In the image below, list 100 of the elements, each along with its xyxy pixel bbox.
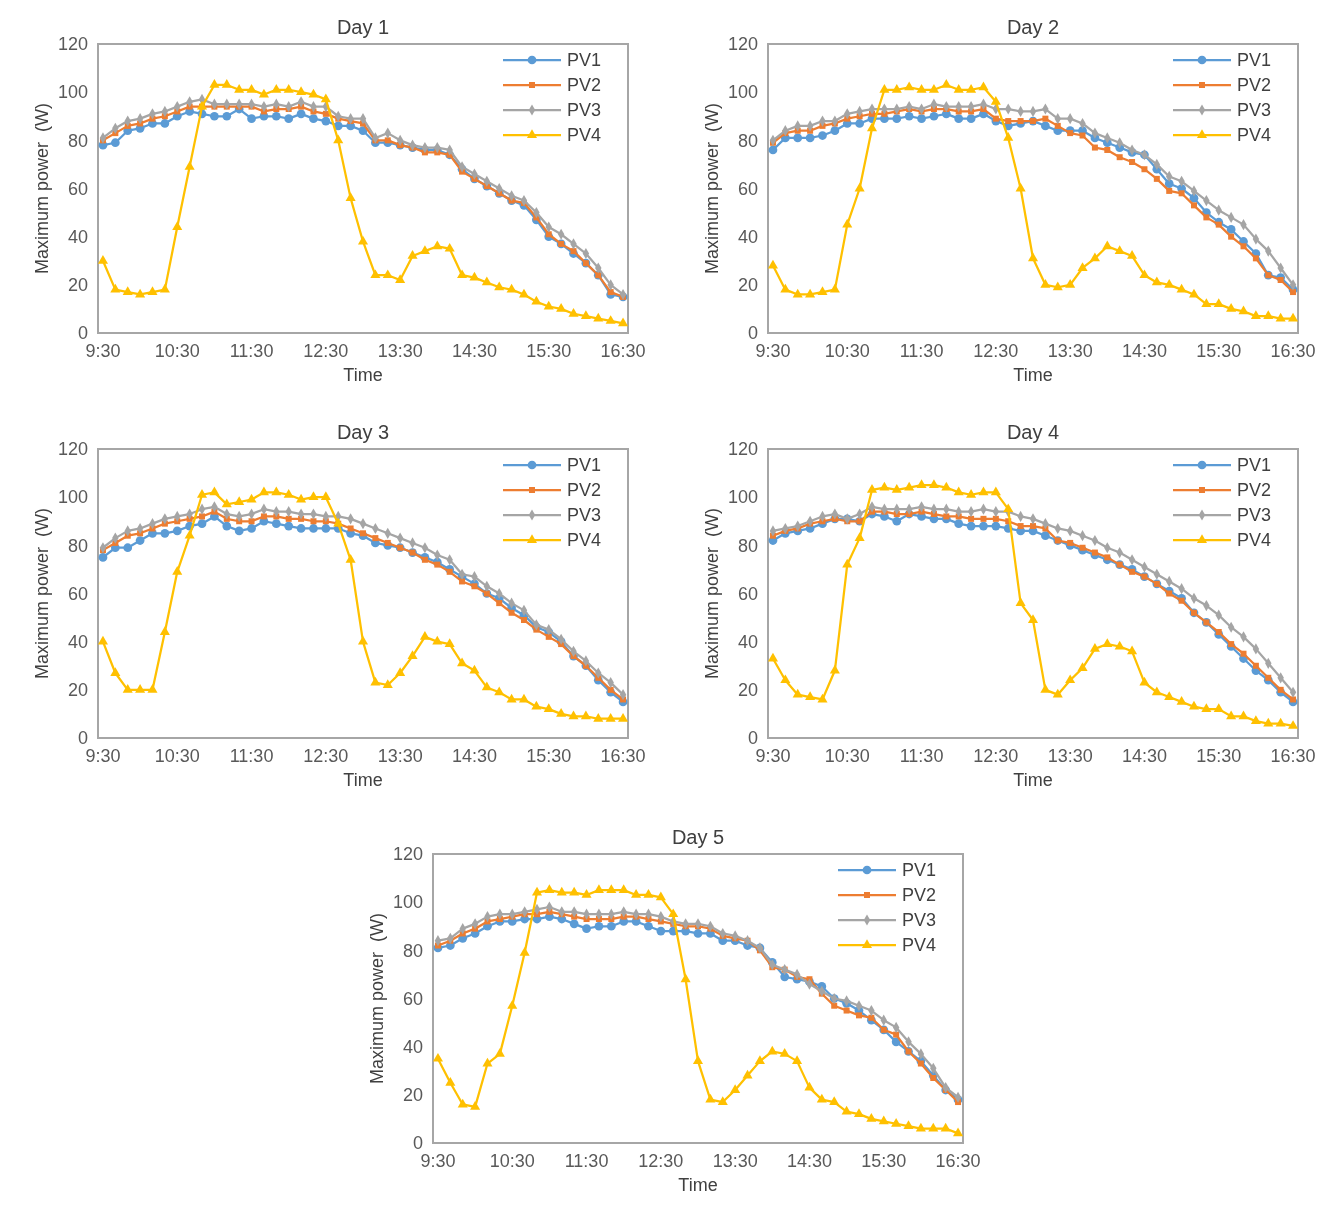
x-tick-label: 14:30 [786, 1151, 832, 1171]
x-tick-label: 10:30 [489, 1151, 535, 1171]
x-tick-label: 14:30 [1121, 746, 1167, 766]
x-tick-label: 12:30 [303, 746, 349, 766]
legend-label: PV3 [1237, 505, 1272, 526]
legend-label: PV4 [902, 935, 937, 956]
y-tick-label: 60 [737, 583, 758, 604]
x-tick-label: 14:30 [1121, 341, 1167, 361]
y-tick-label: 20 [67, 680, 88, 701]
x-tick-label: 11:30 [564, 1151, 609, 1171]
legend-label: PV1 [567, 50, 602, 71]
x-tick-label: 9:30 [85, 746, 121, 766]
y-tick-label: 100 [727, 487, 758, 508]
y-tick-label: 60 [737, 178, 758, 199]
x-axis-title: Time [1013, 365, 1053, 385]
x-tick-label: 16:30 [600, 746, 646, 766]
x-tick-label: 12:30 [973, 746, 1019, 766]
y-axis-title: Maximum power (W) [32, 507, 52, 680]
x-tick-label: 14:30 [451, 746, 497, 766]
y-tick-label: 0 [747, 728, 758, 749]
legend-label: PV3 [902, 910, 937, 931]
y-tick-label: 120 [727, 439, 758, 460]
y-tick-label: 100 [727, 82, 758, 103]
y-tick-label: 80 [737, 130, 758, 151]
legend-label: PV2 [1237, 480, 1272, 501]
legend-label: PV1 [1237, 50, 1272, 71]
y-tick-label: 80 [67, 130, 88, 151]
x-axis-title: Time [678, 1175, 718, 1195]
y-tick-label: 40 [737, 226, 758, 247]
y-tick-label: 40 [402, 1036, 423, 1057]
legend-label: PV1 [567, 455, 602, 476]
x-tick-label: 13:30 [1047, 341, 1093, 361]
y-tick-label: 40 [67, 631, 88, 652]
x-axis-title: Time [343, 770, 383, 790]
x-axis-title: Time [1013, 770, 1053, 790]
y-tick-label: 60 [402, 988, 423, 1009]
y-tick-label: 0 [412, 1133, 423, 1154]
y-tick-label: 20 [402, 1085, 423, 1106]
x-tick-label: 13:30 [377, 341, 423, 361]
legend-label: PV1 [1237, 455, 1272, 476]
y-tick-label: 20 [67, 275, 88, 296]
legend-label: PV1 [902, 860, 937, 881]
chart-title: Day 4 [1006, 421, 1060, 443]
y-tick-label: 20 [737, 275, 758, 296]
x-axis-title: Time [343, 365, 383, 385]
x-tick-label: 15:30 [1196, 746, 1242, 766]
legend-label: PV4 [1237, 125, 1272, 146]
y-tick-label: 20 [737, 680, 758, 701]
legend-label: PV4 [567, 125, 602, 146]
legend-label: PV2 [567, 480, 602, 501]
y-tick-label: 60 [67, 178, 88, 199]
x-tick-label: 9:30 [755, 746, 791, 766]
x-tick-label: 16:30 [1270, 341, 1316, 361]
legend-label: PV2 [1237, 75, 1272, 96]
x-tick-label: 15:30 [526, 746, 572, 766]
x-tick-label: 12:30 [973, 341, 1019, 361]
y-tick-label: 0 [77, 323, 88, 344]
chart-title: Day 2 [1006, 16, 1060, 38]
y-tick-label: 0 [747, 323, 758, 344]
chart-title: Day 1 [336, 16, 390, 38]
y-tick-label: 100 [57, 487, 88, 508]
y-tick-label: 0 [77, 728, 88, 749]
x-tick-label: 11:30 [899, 746, 944, 766]
legend-label: PV4 [567, 530, 602, 551]
x-tick-label: 16:30 [935, 1151, 981, 1171]
x-tick-label: 14:30 [451, 341, 497, 361]
x-tick-label: 9:30 [755, 341, 791, 361]
y-axis-title: Maximum power (W) [32, 102, 52, 275]
x-tick-label: 10:30 [824, 341, 870, 361]
x-tick-label: 13:30 [377, 746, 423, 766]
legend-label: PV3 [567, 505, 602, 526]
x-tick-label: 16:30 [600, 341, 646, 361]
y-tick-label: 80 [402, 940, 423, 961]
x-tick-label: 11:30 [899, 341, 944, 361]
chart-title: Day 3 [336, 421, 390, 443]
legend-label: PV3 [1237, 100, 1272, 121]
y-axis-title: Maximum power (W) [702, 102, 722, 275]
x-tick-label: 9:30 [85, 341, 121, 361]
y-tick-label: 120 [392, 844, 423, 865]
y-tick-label: 80 [737, 535, 758, 556]
y-tick-label: 100 [392, 892, 423, 913]
x-tick-label: 13:30 [712, 1151, 758, 1171]
x-tick-label: 11:30 [229, 341, 274, 361]
legend-label: PV3 [567, 100, 602, 121]
legend-label: PV2 [902, 885, 937, 906]
x-tick-label: 15:30 [526, 341, 572, 361]
x-tick-label: 10:30 [154, 341, 200, 361]
x-tick-label: 15:30 [861, 1151, 907, 1171]
y-tick-label: 60 [67, 583, 88, 604]
legend-label: PV4 [1237, 530, 1272, 551]
y-tick-label: 40 [737, 631, 758, 652]
legend-label: PV2 [567, 75, 602, 96]
x-tick-label: 10:30 [154, 746, 200, 766]
x-tick-label: 16:30 [1270, 746, 1316, 766]
y-tick-label: 40 [67, 226, 88, 247]
chart-title: Day 5 [671, 826, 725, 848]
x-tick-label: 11:30 [229, 746, 274, 766]
x-tick-label: 15:30 [1196, 341, 1242, 361]
x-tick-label: 12:30 [303, 341, 349, 361]
y-tick-label: 120 [57, 439, 88, 460]
